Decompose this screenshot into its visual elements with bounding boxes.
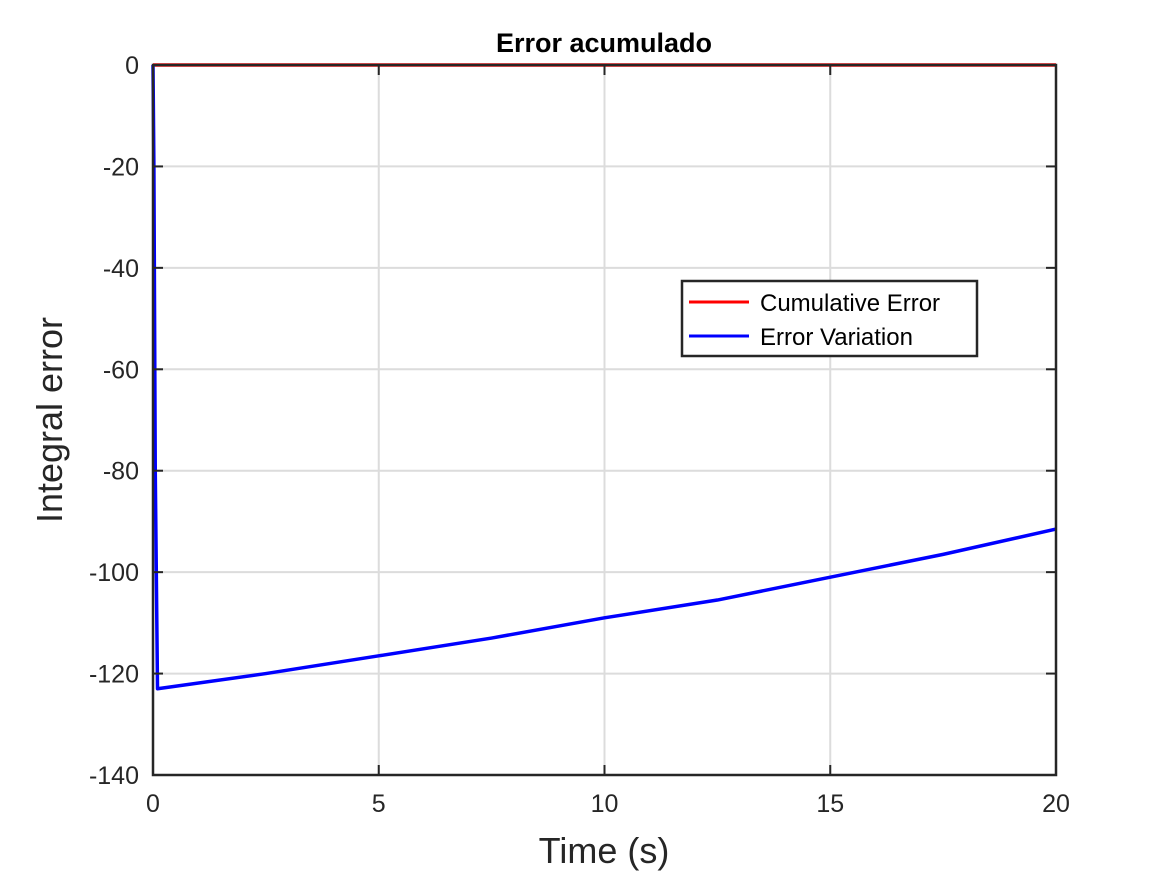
series-line-error-variation xyxy=(151,64,1057,691)
tick-labels: 0 5 10 15 20 0 -20 -40 -60 -80 -100 -120 -140 xyxy=(89,52,1070,818)
y-tick-label: -60 xyxy=(103,356,139,384)
x-tick-label: 20 xyxy=(1042,790,1070,818)
y-tick-label: -80 xyxy=(103,458,139,486)
chart-title: Error acumulado xyxy=(496,28,712,58)
x-tick-label: 15 xyxy=(816,790,844,818)
y-tick-label: -140 xyxy=(89,762,139,790)
legend-label-cumulative-error: Cumulative Error xyxy=(760,290,940,317)
legend-label-error-variation: Error Variation xyxy=(760,324,913,351)
y-tick-label: -120 xyxy=(89,661,139,689)
x-tick-label: 10 xyxy=(591,790,619,818)
y-tick-label: -40 xyxy=(103,255,139,283)
y-tick-label: 0 xyxy=(125,52,139,80)
legend-box xyxy=(680,279,979,358)
y-tick-label: -100 xyxy=(89,559,139,587)
x-axis-label: Time (s) xyxy=(539,830,670,871)
grid xyxy=(153,65,1056,775)
y-axis-label: Integral error xyxy=(29,317,70,523)
x-tick-label: 0 xyxy=(146,790,160,818)
x-tick-label: 5 xyxy=(372,790,386,818)
y-tick-label: -20 xyxy=(103,153,139,181)
legend: Cumulative Error Error Variation xyxy=(680,279,979,358)
ticks xyxy=(152,64,1057,776)
